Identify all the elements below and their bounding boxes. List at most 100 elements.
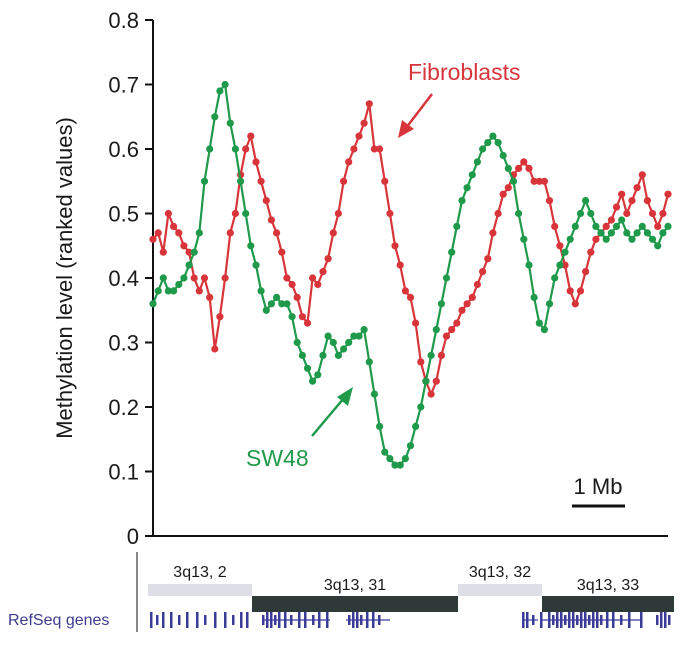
data-point: [401, 455, 409, 463]
data-point: [175, 229, 183, 237]
data-point: [432, 326, 440, 334]
data-point: [664, 190, 672, 198]
data-point: [319, 268, 327, 276]
data-point: [612, 222, 621, 230]
gene-mark: [232, 615, 235, 625]
data-point: [643, 197, 652, 205]
data-point: [535, 319, 543, 327]
data-point: [448, 248, 456, 256]
data-point: [566, 235, 574, 243]
data-point: [278, 300, 286, 308]
data-point: [659, 209, 667, 218]
data-point: [391, 461, 399, 469]
data-point: [535, 177, 543, 185]
gene-mark: [664, 612, 667, 628]
data-point: [489, 132, 497, 140]
data-point: [298, 351, 306, 359]
data-point: [633, 184, 641, 192]
data-point: [618, 216, 626, 224]
gene-mark: [656, 615, 659, 625]
data-point: [551, 222, 559, 230]
data-point: [190, 274, 198, 282]
gene-mark: [224, 612, 227, 628]
y-tick-label: 0.8: [108, 8, 139, 33]
data-point: [638, 171, 646, 179]
data-point: [376, 422, 384, 430]
data-point: [525, 164, 533, 172]
data-point: [520, 158, 528, 166]
data-point: [437, 351, 445, 359]
data-point: [175, 280, 183, 289]
data-point: [283, 274, 291, 282]
data-point: [525, 261, 533, 269]
data-point: [654, 242, 662, 250]
data-point: [417, 358, 425, 366]
data-point: [561, 261, 569, 269]
data-point: [370, 390, 378, 398]
band-label: 3q13, 33: [577, 577, 639, 594]
data-point: [293, 338, 301, 347]
data-point: [453, 222, 461, 230]
sw48-arrow-shaft: [311, 397, 345, 437]
data-point: [319, 351, 327, 359]
data-point: [180, 274, 188, 282]
series-line: [151, 83, 669, 467]
sw48-arrowhead: [337, 387, 353, 406]
data-point: [159, 274, 167, 282]
data-point: [540, 177, 549, 185]
data-point: [154, 287, 162, 295]
series-sw48: [149, 80, 672, 469]
data-point: [448, 326, 456, 334]
y-tick-label: 0.7: [108, 73, 139, 98]
gene-mark: [170, 612, 173, 628]
data-point: [242, 209, 250, 218]
series-layer: [149, 80, 672, 469]
data-point: [200, 177, 209, 185]
data-point: [206, 293, 214, 301]
data-point: [587, 248, 595, 256]
data-point: [211, 345, 219, 353]
data-point: [576, 287, 585, 295]
band-label: 3q13, 32: [469, 564, 531, 581]
data-point: [515, 209, 523, 218]
data-point: [607, 229, 616, 237]
data-point: [607, 216, 616, 224]
data-point: [468, 293, 476, 301]
data-point: [473, 280, 481, 289]
data-point: [231, 209, 239, 218]
y-axis-title: Methylation level (ranked values): [52, 117, 77, 439]
data-point: [602, 235, 610, 243]
data-point: [530, 293, 538, 301]
data-point: [340, 345, 348, 353]
data-point: [226, 119, 234, 127]
fibroblasts-arrowhead: [398, 120, 414, 138]
data-point: [329, 338, 337, 347]
data-point: [504, 184, 512, 192]
data-point: [252, 158, 260, 166]
gene-mark: [660, 612, 663, 628]
data-point: [530, 177, 538, 185]
refseq-genes-label: RefSeq genes: [8, 612, 109, 629]
data-point: [499, 190, 507, 198]
data-point: [458, 306, 466, 314]
data-point: [571, 300, 579, 308]
gene-mark: [214, 612, 217, 628]
fibroblasts-label: Fibroblasts: [408, 59, 520, 85]
data-point: [484, 139, 492, 147]
data-point: [195, 287, 203, 295]
data-point: [396, 461, 404, 469]
data-point: [628, 197, 636, 205]
data-point: [386, 209, 394, 218]
data-point: [463, 184, 471, 192]
gene-mark: [240, 612, 243, 628]
data-point: [278, 248, 286, 256]
data-point: [463, 300, 471, 308]
data-point: [638, 222, 646, 230]
data-point: [298, 313, 306, 321]
data-point: [499, 151, 507, 160]
data-point: [628, 235, 636, 243]
data-point: [545, 300, 554, 308]
data-point: [406, 442, 415, 450]
axes: 0 0.1 0.2 0.3 0.4 0.5 0.6 0.7 0.8 Methylation lev…: [52, 8, 668, 549]
